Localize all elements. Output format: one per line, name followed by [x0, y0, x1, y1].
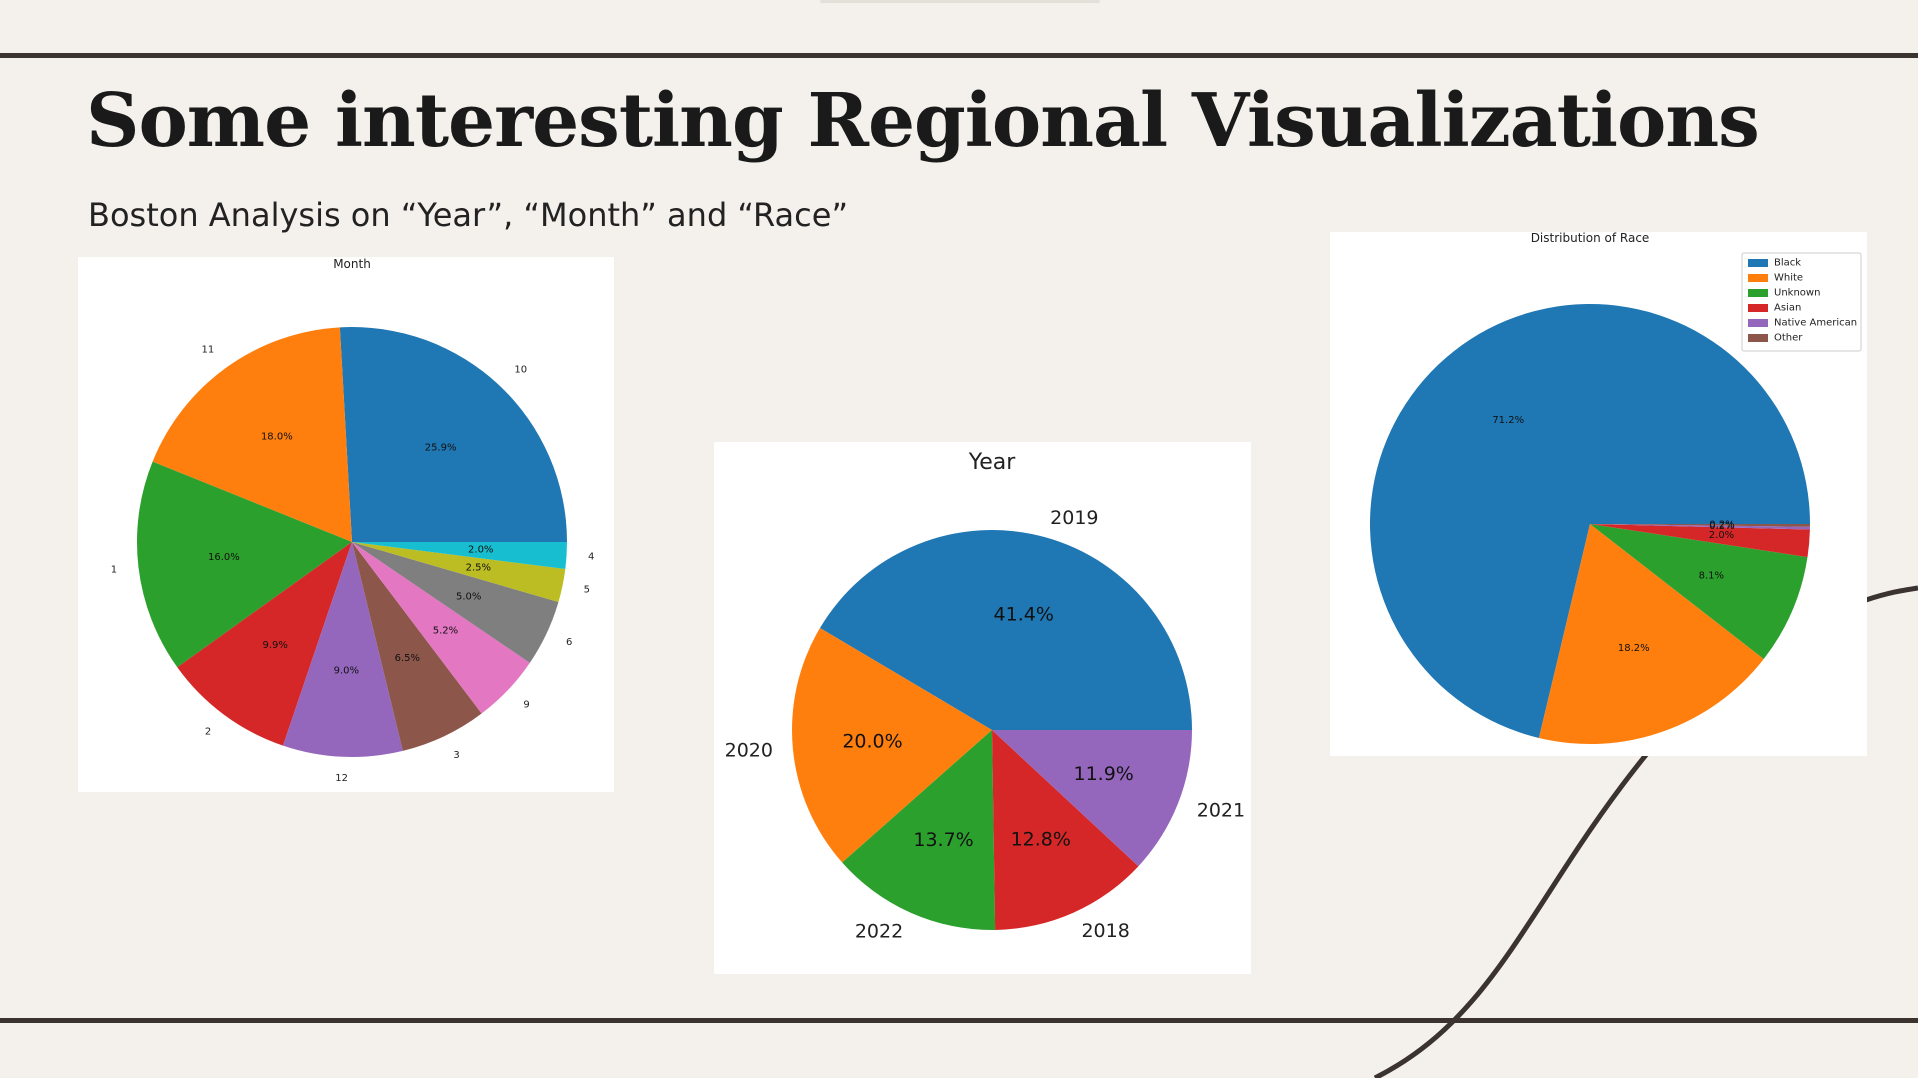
pie-pct-label-9: 5.2% [433, 625, 458, 636]
pie-pct-label-2021: 11.9% [1073, 763, 1133, 785]
distribution-of-race-chart-title: Distribution of Race [1531, 232, 1650, 245]
month-pie-svg: Month 25.9% 10 18.0% 11 16.0% 1 9.9% 2 9.0% 12 6.5%… [111, 257, 595, 784]
pie-slice-5 [352, 542, 566, 602]
pie-pct-label-11: 18.0% [261, 432, 293, 443]
pie-slice-2018 [992, 730, 1139, 930]
pie-category-label-1: 1 [111, 565, 117, 576]
pie-pct-label-native-american: 0.2% [1709, 521, 1734, 532]
pie-pct-label-asian: 2.0% [1709, 530, 1734, 541]
pie-slice-6 [352, 542, 559, 663]
pie-category-label-12: 12 [335, 773, 348, 784]
pie-category-label-5: 5 [584, 584, 590, 595]
pie-pct-label-2020: 20.0% [842, 730, 902, 752]
legend-swatch-white [1748, 274, 1768, 282]
pie-category-label-9: 9 [523, 699, 529, 710]
legend-label-unknown: Unknown [1774, 288, 1820, 299]
pie-slice-other [1590, 524, 1810, 527]
month-chart-title: Month [333, 257, 371, 271]
pie-pct-label-4: 2.0% [468, 545, 493, 556]
pie-pct-label-3: 6.5% [395, 653, 420, 664]
year-pie-chart: Year 41.4% 2019 20.0% 2020 13.7% 2022 12.8% 2018… [714, 442, 1251, 974]
top-tab-decoration [820, 0, 1100, 3]
pie-slice-native-american [1590, 524, 1810, 530]
legend-label-black: Black [1774, 258, 1801, 269]
legend-label-native-american: Native American [1774, 318, 1857, 329]
legend-swatch-other [1748, 334, 1768, 342]
pie-pct-label-other: 0.2% [1709, 519, 1734, 530]
legend-label-white: White [1774, 273, 1803, 284]
legend-swatch-native-american [1748, 319, 1768, 327]
pie-pct-label-black: 71.2% [1492, 415, 1524, 426]
top-divider [0, 53, 1918, 58]
pie-category-label-10: 10 [514, 365, 527, 376]
pie-category-label-2019: 2019 [1050, 507, 1098, 529]
race-pie-svg: Distribution of Race 71.2% 18.2% 8.1% 2.0%0.… [1370, 232, 1862, 744]
pie-category-label-11: 11 [201, 344, 214, 355]
pie-slice-3 [352, 542, 482, 751]
pie-pct-label-5: 2.5% [466, 563, 491, 574]
pie-pct-label-2022: 13.7% [913, 829, 973, 851]
pie-pct-label-6: 5.0% [456, 591, 481, 602]
pie-category-label-2021: 2021 [1197, 799, 1245, 821]
legend-label-other: Other [1774, 333, 1803, 344]
pie-pct-label-2019: 41.4% [994, 603, 1054, 625]
year-pie-svg: Year 41.4% 2019 20.0% 2020 13.7% 2022 12.8% 2018… [725, 450, 1245, 942]
pie-slice-4 [352, 542, 567, 569]
pie-category-label-3: 3 [453, 750, 459, 761]
pie-slice-2 [177, 542, 352, 746]
pie-slice-11 [152, 327, 352, 542]
pie-pct-label-1: 16.0% [208, 552, 240, 563]
chart-legend: Black White Unknown Asian Native American Oth… [1741, 252, 1862, 352]
pie-slice-2020 [792, 628, 992, 863]
pie-slice-9 [352, 542, 530, 714]
pie-slice-2021 [992, 730, 1192, 867]
pie-slice-12 [282, 542, 403, 757]
slide-subtitle: Boston Analysis on “Year”, “Month” and “… [88, 196, 849, 234]
month-pie-chart: Month 25.9% 10 18.0% 11 16.0% 1 9.9% 2 9.0% 12 6.5%… [78, 257, 614, 792]
pie-slice-1 [137, 461, 352, 668]
legend-label-asian: Asian [1774, 303, 1801, 314]
pie-slice-10 [339, 327, 567, 542]
race-pie-chart: Distribution of Race 71.2% 18.2% 8.1% 2.0% 0.… [1330, 232, 1867, 756]
pie-slice-asian [1590, 524, 1810, 558]
pie-pct-label-2: 9.9% [262, 640, 287, 651]
pie-category-label-6: 6 [566, 637, 572, 648]
pie-pct-label-10: 25.9% [425, 443, 457, 454]
pie-category-label-2018: 2018 [1081, 920, 1129, 942]
pie-slice-white [1538, 524, 1764, 744]
pie-pct-label-2018: 12.8% [1011, 829, 1071, 851]
pie-slice-unknown [1590, 524, 1808, 659]
legend-swatch-black [1748, 259, 1768, 267]
legend-swatch-unknown [1748, 289, 1768, 297]
pie-category-label-2020: 2020 [725, 740, 773, 762]
bottom-divider [0, 1018, 1918, 1023]
legend-swatch-asian [1748, 304, 1768, 312]
pie-slice-2019 [819, 530, 1192, 730]
slide-title: Some interesting Regional Visualizations [86, 78, 1760, 164]
pie-category-label-2022: 2022 [855, 920, 903, 942]
pie-slice-2022 [842, 730, 996, 930]
year-chart-title: Year [968, 450, 1017, 475]
pie-pct-label-white: 18.2% [1618, 643, 1650, 654]
pie-category-label-2: 2 [205, 727, 211, 738]
pie-category-label-4: 4 [588, 551, 594, 562]
pie-pct-label-unknown: 8.1% [1699, 571, 1724, 582]
pie-slice-black [1370, 304, 1810, 738]
pie-pct-label-12: 9.0% [334, 665, 359, 676]
